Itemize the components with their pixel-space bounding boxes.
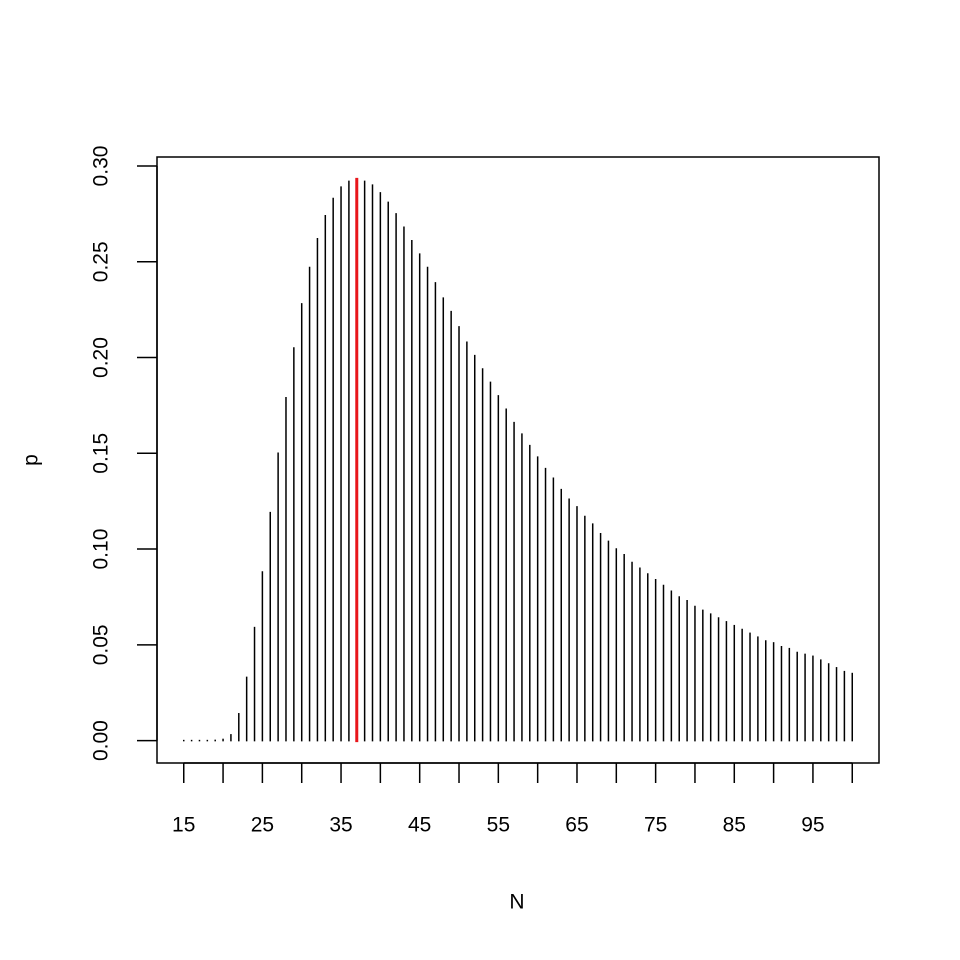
x-tick-label: 45 (408, 814, 431, 837)
plot-frame (156, 156, 880, 764)
y-tick-label: 0.15 (90, 433, 113, 474)
x-tick-label: 65 (565, 814, 588, 837)
y-tick-label: 0.00 (90, 720, 113, 761)
x-tick-label: 25 (251, 814, 274, 837)
x-tick-label: 35 (329, 814, 352, 837)
y-tick-label: 0.20 (90, 337, 113, 378)
x-tick-label: 15 (172, 814, 195, 837)
y-tick-label: 0.05 (90, 624, 113, 665)
x-tick-label: 95 (801, 814, 824, 837)
x-tick-label: 55 (487, 814, 510, 837)
y-tick-label: 0.30 (90, 146, 113, 187)
y-tick-label: 0.25 (90, 241, 113, 282)
y-tick-label: 0.10 (90, 529, 113, 570)
x-tick-label: 85 (723, 814, 746, 837)
x-axis-label: N (509, 891, 524, 914)
y-axis-label: p (20, 454, 43, 466)
x-tick-label: 75 (644, 814, 667, 837)
